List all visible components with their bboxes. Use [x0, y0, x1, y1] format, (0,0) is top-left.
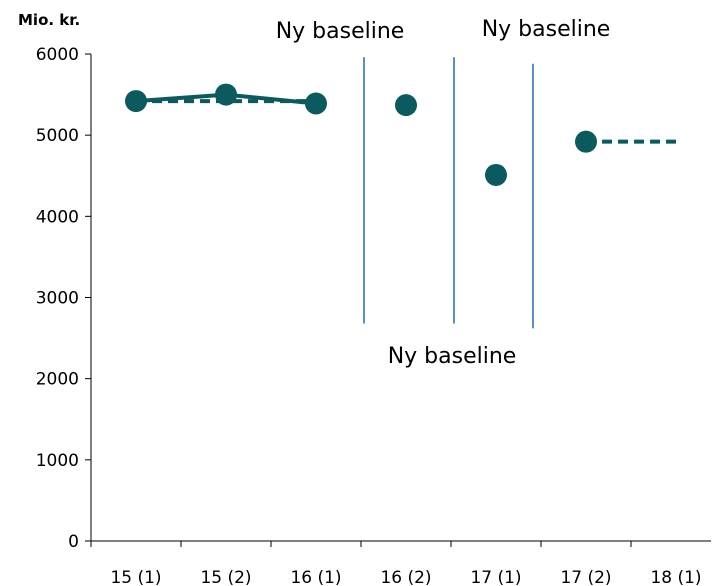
series-layer — [125, 83, 676, 186]
baseline-label: Ny baseline — [482, 17, 611, 42]
x-tick-label: 15 (1) — [110, 568, 161, 586]
x-tick-label: 17 (1) — [470, 568, 521, 586]
data-point — [305, 92, 327, 115]
x-tick-label: 16 (1) — [290, 568, 341, 586]
y-tick-label: 4000 — [36, 207, 79, 227]
y-axis-label: Mio. kr. — [18, 11, 80, 29]
y-tick-label: 1000 — [36, 451, 79, 471]
baseline-markers: Ny baseline Ny baseline Ny baseline — [276, 17, 611, 369]
x-tick-label: 18 (1) — [650, 568, 701, 586]
x-tick-label: 16 (2) — [380, 568, 431, 586]
y-tick-label: 2000 — [36, 370, 79, 390]
baseline-label: Ny baseline — [388, 344, 517, 369]
axes: 0 1000 2000 3000 4000 5000 6000 15 (1) 15 (2) 16 … — [36, 45, 711, 586]
y-tick-label: 3000 — [36, 289, 79, 309]
x-tick-label: 17 (2) — [560, 568, 611, 586]
y-tick-label: 6000 — [36, 45, 79, 65]
y-tick-label: 5000 — [36, 126, 79, 146]
data-point — [485, 163, 507, 186]
x-tick-label: 15 (2) — [200, 568, 251, 586]
data-point — [395, 94, 417, 117]
baseline-label: Ny baseline — [276, 19, 405, 44]
y-tick-label: 0 — [68, 532, 79, 552]
